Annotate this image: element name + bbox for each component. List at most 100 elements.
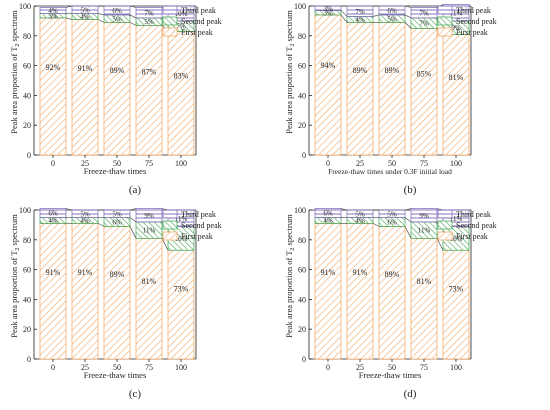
svg-text:Peak area proportion of T2 spe: Peak area proportion of T2 spectrum xyxy=(9,10,21,134)
data-label: 7% xyxy=(176,23,186,31)
legend-swatch xyxy=(162,5,178,15)
y-tick-label: 80 xyxy=(298,32,306,41)
bar-segment-third-peak xyxy=(135,208,163,223)
y-tick-label: 0 xyxy=(302,355,306,364)
x-tick-label: 0 xyxy=(51,159,55,168)
legend-swatch xyxy=(437,220,453,230)
connector-line xyxy=(404,208,412,211)
connector-line xyxy=(404,22,412,29)
legend-label: First peak xyxy=(181,28,213,37)
data-label: 16% xyxy=(450,235,463,243)
legend-swatch xyxy=(162,209,178,219)
data-label: 81% xyxy=(142,277,157,286)
data-label: 7% xyxy=(144,9,154,17)
x-axis-label: Freeze-thaw times under 0.3F initial loa… xyxy=(328,167,452,176)
x-tick-label: 50 xyxy=(113,363,121,372)
data-label: 4% xyxy=(323,217,333,225)
connector-line xyxy=(65,17,73,20)
data-label: 3% xyxy=(323,9,333,17)
connector-line xyxy=(340,10,348,17)
data-label: 6% xyxy=(112,219,122,227)
data-label: 11% xyxy=(450,215,463,223)
y-axis-label: Peak area proportion of T2 spectrum xyxy=(284,10,296,134)
bar-segment-third-peak xyxy=(314,208,342,218)
data-label: 7% xyxy=(355,8,365,16)
bar-segment-third-peak xyxy=(71,209,99,218)
bar-segment-first-peak xyxy=(442,249,470,360)
bar-segment-first-peak xyxy=(71,223,99,360)
data-label: 7% xyxy=(419,20,429,28)
data-label: 73% xyxy=(449,285,464,294)
bar-segment-first-peak xyxy=(71,19,99,156)
y-tick-label: 40 xyxy=(23,295,31,304)
x-tick-label: 0 xyxy=(51,363,55,372)
legend-label: Second peak xyxy=(456,17,497,26)
y-tick-label: 60 xyxy=(23,62,31,71)
y-axis-label: Peak area proportion of T2 spectrum xyxy=(9,10,21,134)
data-label: 4% xyxy=(48,7,58,15)
data-label: 5% xyxy=(112,15,122,23)
bar-segment-third-peak xyxy=(39,7,67,14)
data-label: 6% xyxy=(387,7,397,15)
legend-swatch xyxy=(162,27,178,37)
data-label: 6% xyxy=(48,210,58,218)
connector-line xyxy=(129,14,137,19)
bar-segment-first-peak xyxy=(442,33,470,156)
bar-segment-third-peak xyxy=(410,208,438,223)
data-label: 5% xyxy=(112,210,122,218)
legend: Third peak Second peak First peak xyxy=(162,209,222,241)
legend: Third peak Second peak First peak xyxy=(437,5,497,37)
data-label: 5% xyxy=(80,210,90,218)
bar-segment-third-peak xyxy=(103,5,131,16)
y-tick-label: 60 xyxy=(298,62,306,71)
legend-label: Second peak xyxy=(181,17,222,26)
bar-segment-first-peak xyxy=(39,17,67,156)
data-label: 9% xyxy=(451,24,461,32)
connector-line xyxy=(340,208,348,211)
bar-segment-first-peak xyxy=(410,237,438,360)
panel-label: (a) xyxy=(129,184,142,196)
x-tick-label: 100 xyxy=(175,363,187,372)
bar-segment-third-peak xyxy=(71,5,99,14)
data-label: 4% xyxy=(80,13,90,21)
legend-label: First peak xyxy=(456,232,488,241)
y-tick-label: 100 xyxy=(19,2,31,11)
data-label: 89% xyxy=(110,270,125,279)
y-axis-label: Peak area proportion of T2 spectrum xyxy=(9,214,21,338)
data-label: 3% xyxy=(48,12,58,20)
bar-segment-first-peak xyxy=(103,22,131,156)
bar-segment-third-peak xyxy=(346,5,374,17)
data-label: 9% xyxy=(144,212,154,220)
data-label: 92% xyxy=(46,63,61,72)
data-label: 5% xyxy=(144,18,154,26)
bar-segment-first-peak xyxy=(378,226,406,360)
y-tick-label: 40 xyxy=(298,91,306,100)
data-label: 94% xyxy=(321,61,336,70)
legend: Third peak Second peak First peak xyxy=(162,5,222,37)
y-tick-label: 100 xyxy=(294,2,306,11)
data-label: 81% xyxy=(417,277,432,286)
connector-line xyxy=(372,223,380,227)
data-label: 5% xyxy=(387,210,397,218)
x-tick-label: 75 xyxy=(145,159,153,168)
y-tick-label: 0 xyxy=(27,355,31,364)
data-label: 5% xyxy=(355,210,365,218)
y-tick-label: 40 xyxy=(298,295,306,304)
data-label: 81% xyxy=(449,73,464,82)
connector-line xyxy=(65,208,73,211)
x-tick-label: 0 xyxy=(326,363,330,372)
bar-segment-first-peak xyxy=(39,223,67,360)
bar-segment-third-peak xyxy=(378,209,406,218)
connector-line xyxy=(129,226,137,239)
data-label: 5% xyxy=(387,15,397,23)
bar-segment-third-peak xyxy=(346,209,374,218)
x-tick-label: 75 xyxy=(145,363,153,372)
y-tick-label: 60 xyxy=(298,266,306,275)
connector-line xyxy=(129,208,137,211)
data-label: 89% xyxy=(110,66,125,75)
y-tick-label: 0 xyxy=(302,151,306,160)
x-tick-label: 100 xyxy=(175,159,187,168)
bar-segment-first-peak xyxy=(135,237,163,360)
connector-line xyxy=(97,19,105,23)
